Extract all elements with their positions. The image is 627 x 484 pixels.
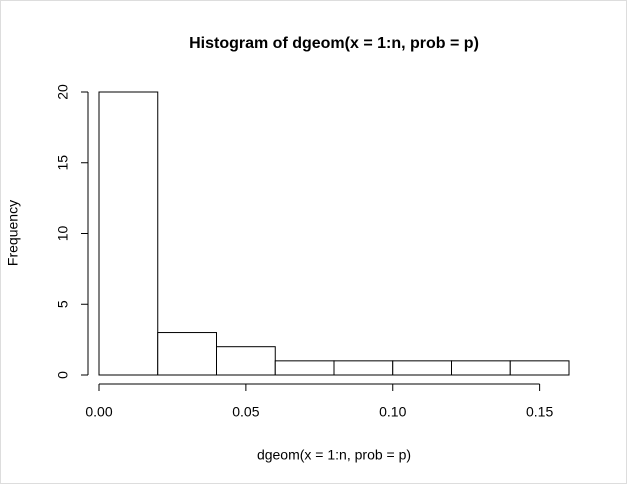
y-tick-label: 20 — [55, 84, 71, 100]
x-tick-label: 0.00 — [85, 404, 112, 420]
bar — [392, 360, 452, 376]
bar — [216, 346, 276, 376]
x-tick-label: 0.10 — [379, 404, 406, 420]
bar — [274, 360, 335, 376]
bar — [509, 360, 570, 376]
x-tick-label: 0.05 — [232, 404, 259, 420]
x-axis-label: dgeom(x = 1:n, prob = p) — [257, 447, 411, 463]
y-tick-label: 10 — [55, 226, 71, 242]
bar — [157, 332, 217, 376]
bar — [98, 91, 159, 376]
y-tick-label: 15 — [55, 155, 71, 171]
x-tick-label: 0.15 — [526, 404, 553, 420]
bar — [451, 360, 511, 376]
bar — [333, 360, 394, 376]
y-axis-label: Frequency — [5, 200, 21, 266]
y-tick-label: 5 — [55, 300, 71, 308]
chart-title: Histogram of dgeom(x = 1:n, prob = p) — [189, 35, 479, 52]
y-tick-label: 0 — [55, 371, 71, 379]
